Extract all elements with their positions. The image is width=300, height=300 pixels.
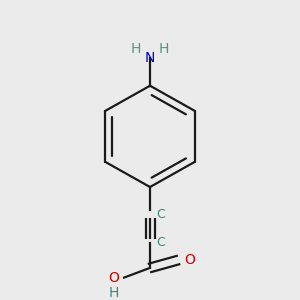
Text: C: C [157,236,165,249]
Text: H: H [109,286,119,300]
Text: O: O [109,271,119,285]
Text: C: C [157,208,165,221]
Text: O: O [184,253,195,267]
Text: H: H [131,42,141,56]
Text: H: H [159,42,169,56]
Text: N: N [145,51,155,65]
